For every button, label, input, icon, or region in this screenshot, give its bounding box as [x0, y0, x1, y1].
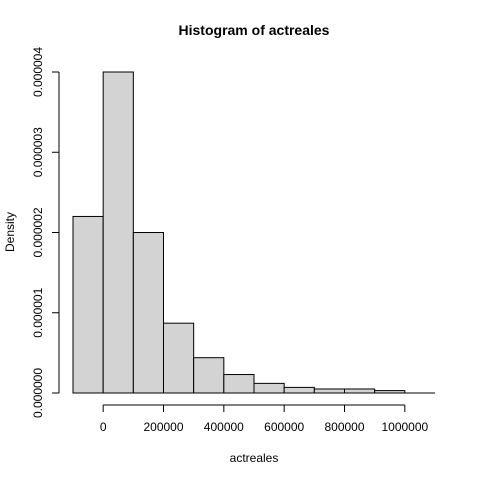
x-tick-label-4: 800000 [324, 420, 364, 434]
histogram-bar-2 [132, 232, 164, 394]
x-tick-label-1: 200000 [143, 420, 183, 434]
histogram-bar-4 [193, 357, 225, 394]
chart-title: Histogram of actreales [179, 22, 330, 38]
x-tick-label-5: 1000000 [381, 420, 428, 434]
histogram-bar-0 [72, 215, 104, 394]
x-axis-label: actreales [230, 451, 279, 465]
y-tick-label-2: 0.000002 [31, 207, 45, 257]
histogram-bar-7 [283, 386, 315, 394]
histogram-bar-9 [344, 388, 376, 394]
y-axis-label: Density [3, 212, 17, 252]
y-axis: 0.000000 0.000001 0.000002 0.000003 0.000004 [31, 47, 60, 418]
histogram-bar-6 [253, 382, 285, 394]
histogram-bar-8 [313, 388, 346, 394]
x-tick-label-3: 600000 [264, 420, 304, 434]
x-tick-label-0: 0 [100, 420, 107, 434]
histogram-bar-3 [163, 322, 195, 394]
histogram-bar-1 [102, 71, 134, 394]
bars-group [72, 71, 435, 394]
y-tick-label-4: 0.000004 [31, 47, 45, 97]
y-tick-label-0: 0.000000 [31, 368, 45, 418]
y-tick-label-1: 0.000001 [31, 287, 45, 337]
histogram-bar-5 [223, 374, 255, 394]
x-axis: 0 200000 400000 600000 800000 1000000 [100, 404, 429, 434]
x-tick-label-2: 400000 [204, 420, 244, 434]
y-tick-label-3: 0.000003 [31, 127, 45, 177]
